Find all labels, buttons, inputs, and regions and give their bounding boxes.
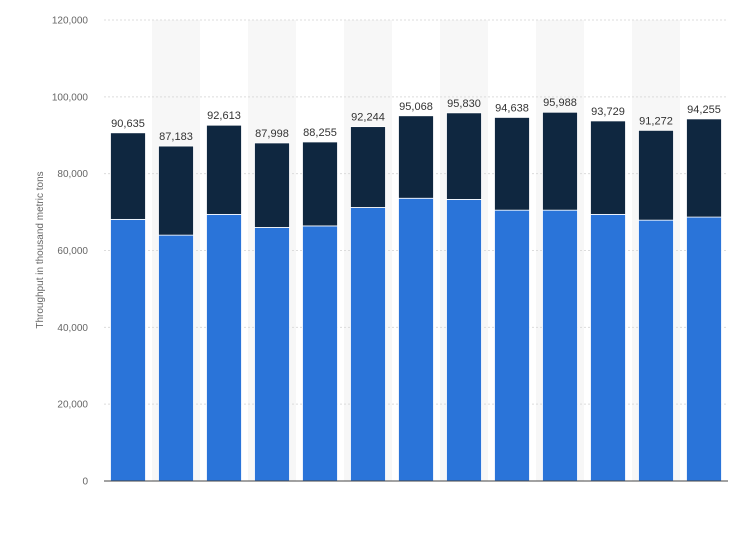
bar-segment-top (494, 117, 530, 211)
bar-segment-top (302, 141, 338, 227)
bar-segment-bottom (686, 216, 722, 482)
bar-total-label: 94,638 (495, 102, 529, 114)
bar-segment-top (398, 115, 434, 199)
bar-segment-bottom (254, 227, 290, 482)
bar-segment-bottom (110, 218, 146, 482)
bar-segment-bottom (350, 207, 386, 482)
y-tick-label: 80,000 (57, 169, 88, 180)
bar-segment-bottom (446, 199, 482, 482)
bar-segment-top (542, 111, 578, 211)
y-tick-label: 120,000 (52, 16, 89, 27)
bar-total-label: 94,255 (687, 104, 721, 116)
bar-segment-bottom (590, 213, 626, 482)
bar-total-label: 95,830 (447, 98, 481, 110)
bar-segment-bottom (302, 225, 338, 482)
y-axis-tick-labels: 0 20,000 40,000 60,000 80,000 100,000 120,000 (52, 16, 89, 488)
bar-segment-top (590, 120, 626, 215)
bar-total-label: 95,068 (399, 101, 433, 113)
bar-total-label: 92,613 (207, 110, 241, 122)
y-tick-label: 0 (82, 477, 88, 488)
bar-total-label: 88,255 (303, 127, 337, 139)
bar-total-label: 92,244 (351, 112, 385, 124)
bar-segment-top (686, 118, 722, 218)
bar-segment-bottom (638, 219, 674, 482)
bar-segment-bottom (494, 209, 530, 482)
bar-total-label: 91,272 (639, 115, 673, 127)
y-axis-title: Throughput in thousand metric tons (35, 171, 46, 328)
bar-total-label: 93,729 (591, 106, 625, 118)
bar-segment-top (638, 129, 674, 221)
bar-segment-bottom (398, 197, 434, 482)
y-tick-label: 100,000 (52, 92, 89, 103)
y-tick-label: 60,000 (57, 246, 88, 257)
bar-segment-bottom (158, 234, 194, 482)
bar-total-label: 87,183 (159, 131, 193, 143)
y-tick-label: 40,000 (57, 323, 88, 334)
bar-segment-top (350, 126, 386, 208)
bar-segment-bottom (206, 213, 242, 482)
y-tick-label: 20,000 (57, 400, 88, 411)
bar-segment-bottom (542, 209, 578, 482)
bar-total-labels: 90,635 87,183 92,613 87,998 88,255 92,244 95,0… (111, 97, 721, 143)
bar-segment-top (254, 142, 290, 228)
bar-total-label: 90,635 (111, 118, 145, 130)
bar-segment-top (110, 132, 146, 220)
bar-segment-top (206, 124, 242, 215)
bar-total-label: 87,998 (255, 128, 289, 140)
bars (110, 111, 722, 482)
bar-segment-top (446, 112, 482, 200)
bar-total-label: 95,988 (543, 97, 577, 109)
bar-segment-top (158, 145, 194, 236)
